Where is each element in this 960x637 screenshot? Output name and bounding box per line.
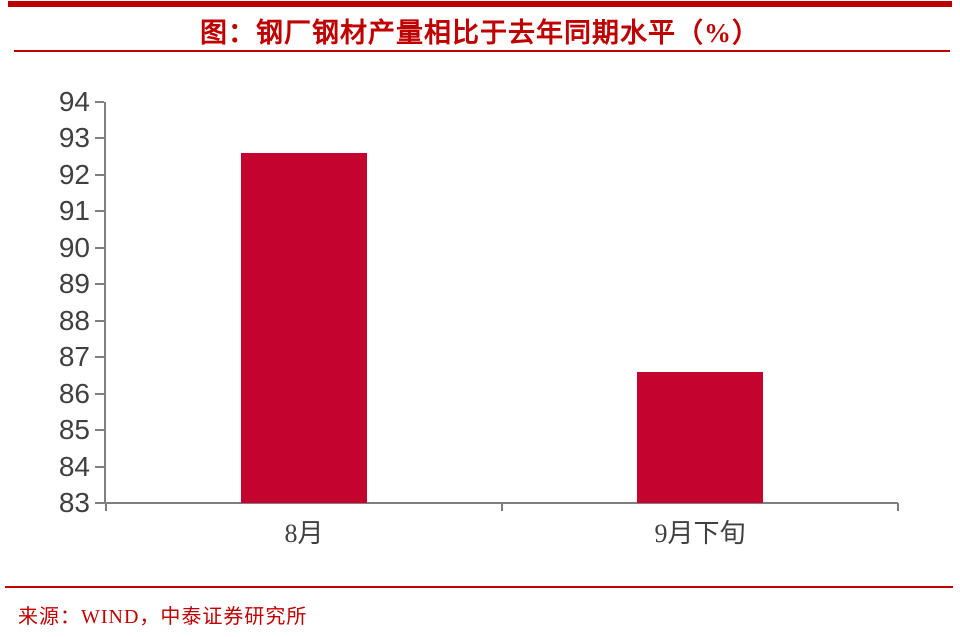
x-category-label: 9月下旬 (654, 519, 746, 548)
x-category-label: 8月 (284, 519, 324, 548)
source-note: 来源：WIND，中泰证券研究所 (18, 606, 308, 628)
y-axis-tick-label: 86 (58, 377, 90, 409)
y-axis-tick-label: 88 (58, 304, 90, 336)
y-axis-tick (95, 101, 104, 103)
y-axis-tick-label: 85 (58, 414, 90, 446)
bar-chart-plot-area: 83 84 85 86 87 88 89 90 91 92 93 94 8月 9月下旬 (58, 86, 899, 548)
top-border-rule (8, 1, 952, 7)
y-axis-tick (95, 356, 104, 359)
y-axis-tick (95, 210, 104, 213)
y-axis-tick-label: 94 (58, 86, 90, 117)
y-axis-tick (95, 502, 104, 504)
y-axis-tick-label: 87 (58, 341, 90, 373)
y-axis-tick (95, 465, 104, 468)
y-axis-tick (95, 429, 104, 432)
y-axis-tick (95, 392, 104, 395)
x-axis-tick (105, 503, 107, 511)
footer-rule (5, 586, 953, 588)
y-axis-tick-label: 89 (58, 268, 90, 300)
y-axis-tick-label: 93 (58, 122, 90, 154)
y-axis-tick-label: 91 (58, 195, 90, 227)
y-axis-tick (95, 319, 104, 322)
y-axis-tick (95, 246, 104, 249)
y-axis-tick-label: 92 (58, 158, 90, 190)
y-axis-tick (95, 173, 104, 176)
x-axis-tick (501, 503, 503, 511)
x-axis-tick (897, 503, 899, 511)
y-axis-tick-label: 83 (58, 487, 90, 518)
y-axis-tick-label: 90 (58, 231, 90, 263)
bar-8月 (241, 153, 367, 503)
y-axis-tick (95, 137, 104, 140)
y-axis-tick (95, 283, 104, 286)
bar-9月下旬 (637, 372, 763, 503)
y-axis-tick-label: 84 (58, 450, 90, 482)
chart-title: 图：钢厂钢材产量相比于去年同期水平（%） (200, 18, 760, 48)
title-underline-rule (14, 50, 950, 52)
y-axis-line (104, 102, 106, 503)
